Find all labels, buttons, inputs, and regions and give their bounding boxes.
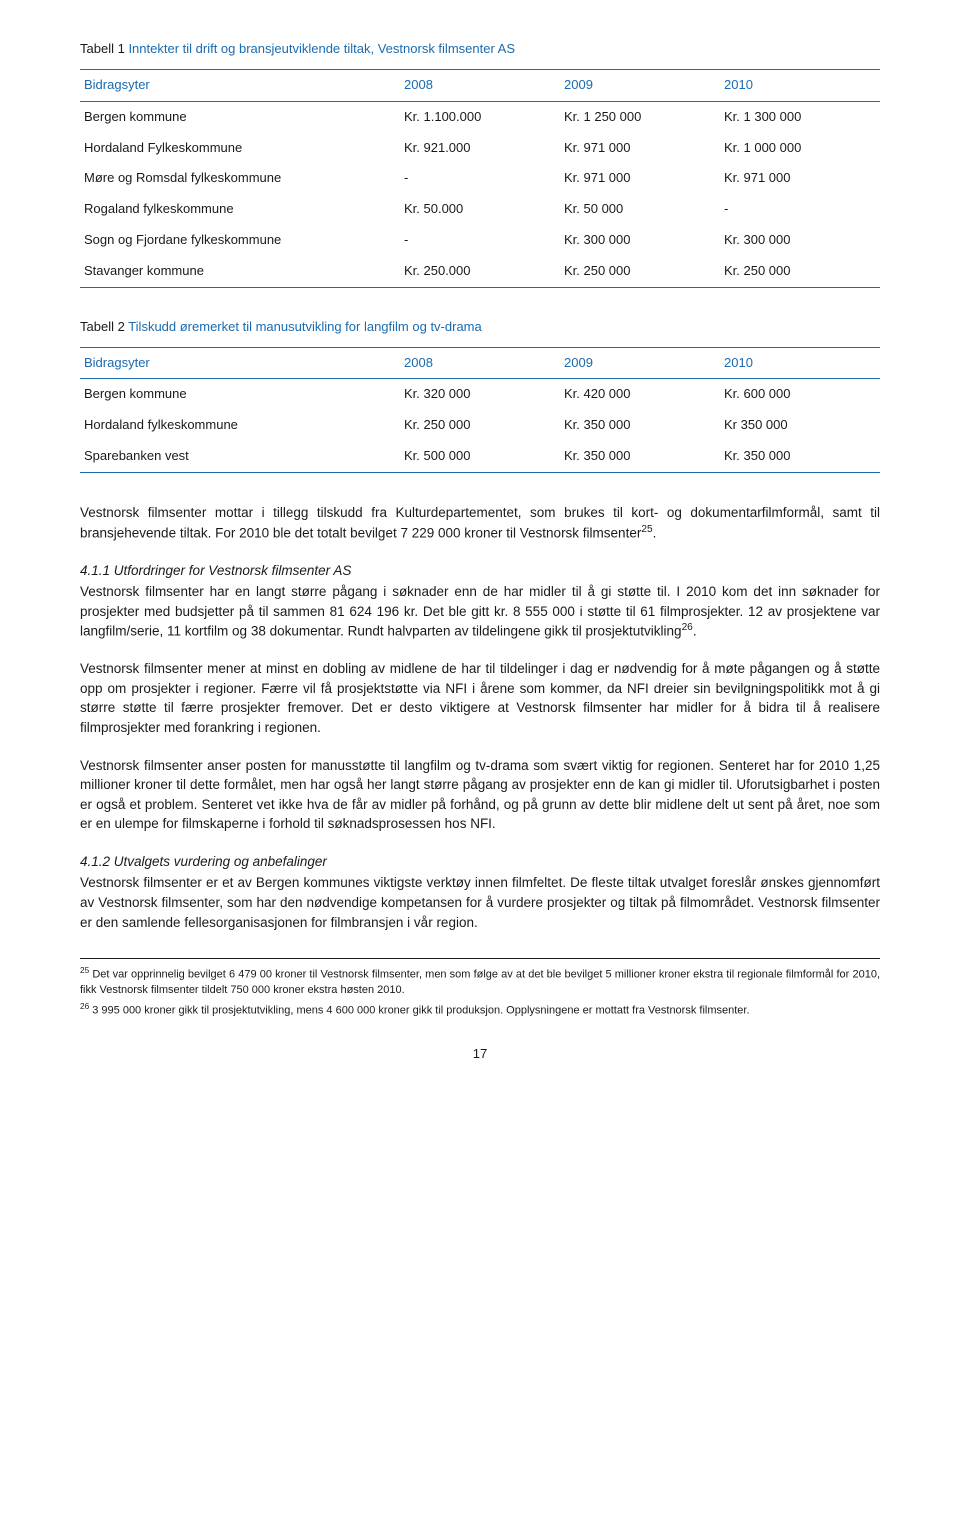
table-cell: Kr. 971 000	[560, 163, 720, 194]
table-cell: Kr. 300 000	[560, 225, 720, 256]
table-cell: Sogn og Fjordane fylkeskommune	[80, 225, 400, 256]
paragraph-text: .	[693, 624, 697, 639]
table-row: Bergen kommuneKr. 1.100.000Kr. 1 250 000…	[80, 101, 880, 132]
table-cell: Kr. 500 000	[400, 441, 560, 472]
table1-title-prefix: Tabell 1	[80, 41, 125, 56]
table-row: Rogaland fylkeskommuneKr. 50.000Kr. 50 0…	[80, 194, 880, 225]
table1-header: 2008	[400, 69, 560, 101]
footnote: 26 3 995 000 kroner gikk til prosjektutv…	[80, 1001, 880, 1019]
footnote: 25 Det var opprinnelig bevilget 6 479 00…	[80, 965, 880, 997]
table-row: Bergen kommuneKr. 320 000Kr. 420 000Kr. …	[80, 379, 880, 410]
table2-header: 2008	[400, 347, 560, 379]
table1-body: Bergen kommuneKr. 1.100.000Kr. 1 250 000…	[80, 101, 880, 287]
table-cell: Bergen kommune	[80, 101, 400, 132]
footnote-text: Det var opprinnelig bevilget 6 479 00 kr…	[80, 969, 880, 996]
paragraph: Vestnorsk filmsenter mottar i tillegg ti…	[80, 503, 880, 543]
table-cell: Kr. 250 000	[400, 410, 560, 441]
table-cell: Kr. 250 000	[720, 256, 880, 287]
table-cell: Kr. 971 000	[720, 163, 880, 194]
footnote-ref: 25	[641, 524, 652, 535]
table-cell: Kr. 50.000	[400, 194, 560, 225]
table2: Bidragsyter 2008 2009 2010 Bergen kommun…	[80, 347, 880, 473]
table-cell: Hordaland Fylkeskommune	[80, 133, 400, 164]
subsection-heading: 4.1.2 Utvalgets vurdering og anbefalinge…	[80, 852, 880, 872]
table-cell: Kr. 971 000	[560, 133, 720, 164]
table-row: Hordaland fylkeskommuneKr. 250 000Kr. 35…	[80, 410, 880, 441]
paragraph: Vestnorsk filmsenter anser posten for ma…	[80, 756, 880, 834]
table-row: Stavanger kommuneKr. 250.000Kr. 250 000K…	[80, 256, 880, 287]
paragraph-text: .	[653, 525, 657, 540]
table-cell: -	[720, 194, 880, 225]
footnotes: 25 Det var opprinnelig bevilget 6 479 00…	[80, 958, 880, 1019]
table-cell: Kr. 420 000	[560, 379, 720, 410]
table1: Bidragsyter 2008 2009 2010 Bergen kommun…	[80, 69, 880, 288]
table-row: Møre og Romsdal fylkeskommune-Kr. 971 00…	[80, 163, 880, 194]
subsection-heading: 4.1.1 Utfordringer for Vestnorsk filmsen…	[80, 561, 880, 581]
table-cell: Kr. 50 000	[560, 194, 720, 225]
page-number: 17	[80, 1045, 880, 1064]
table-row: Sogn og Fjordane fylkeskommune-Kr. 300 0…	[80, 225, 880, 256]
table-cell: Rogaland fylkeskommune	[80, 194, 400, 225]
paragraph-text: Vestnorsk filmsenter har en langt større…	[80, 584, 880, 639]
table-cell: Kr. 350 000	[560, 441, 720, 472]
table2-title-prefix: Tabell 2	[80, 319, 125, 334]
table-cell: Kr. 921.000	[400, 133, 560, 164]
table1-header: 2010	[720, 69, 880, 101]
table-cell: Kr. 250 000	[560, 256, 720, 287]
table-row: Sparebanken vestKr. 500 000Kr. 350 000Kr…	[80, 441, 880, 472]
paragraph: Vestnorsk filmsenter er et av Bergen kom…	[80, 873, 880, 932]
table-cell: Stavanger kommune	[80, 256, 400, 287]
table-cell: Bergen kommune	[80, 379, 400, 410]
table-cell: Kr. 350 000	[720, 441, 880, 472]
footnote-number: 25	[80, 966, 89, 975]
paragraph: Vestnorsk filmsenter mener at minst en d…	[80, 659, 880, 737]
table-cell: Kr. 600 000	[720, 379, 880, 410]
table-cell: Kr. 1 000 000	[720, 133, 880, 164]
footnote-number: 26	[80, 1002, 89, 1011]
table-row: Hordaland FylkeskommuneKr. 921.000Kr. 97…	[80, 133, 880, 164]
table-cell: Kr 350 000	[720, 410, 880, 441]
table-cell: Kr. 1.100.000	[400, 101, 560, 132]
table1-header: 2009	[560, 69, 720, 101]
table2-body: Bergen kommuneKr. 320 000Kr. 420 000Kr. …	[80, 379, 880, 473]
table1-header: Bidragsyter	[80, 69, 400, 101]
table-cell: Kr. 350 000	[560, 410, 720, 441]
table-cell: -	[400, 163, 560, 194]
table-cell: -	[400, 225, 560, 256]
table2-header: 2009	[560, 347, 720, 379]
table-cell: Kr. 1 250 000	[560, 101, 720, 132]
table2-header: Bidragsyter	[80, 347, 400, 379]
table1-title-rest: Inntekter til drift og bransjeutviklende…	[128, 41, 515, 56]
footnote-ref: 26	[682, 622, 693, 633]
paragraph-text: Vestnorsk filmsenter mottar i tillegg ti…	[80, 505, 880, 540]
table-cell: Kr. 300 000	[720, 225, 880, 256]
footnote-text: 3 995 000 kroner gikk til prosjektutvikl…	[89, 1005, 749, 1017]
table2-title-rest: Tilskudd øremerket til manusutvikling fo…	[128, 319, 482, 334]
paragraph: Vestnorsk filmsenter har en langt større…	[80, 582, 880, 641]
table-cell: Sparebanken vest	[80, 441, 400, 472]
table-cell: Hordaland fylkeskommune	[80, 410, 400, 441]
table-cell: Møre og Romsdal fylkeskommune	[80, 163, 400, 194]
table-cell: Kr. 1 300 000	[720, 101, 880, 132]
table-cell: Kr. 320 000	[400, 379, 560, 410]
table1-title: Tabell 1 Inntekter til drift og bransjeu…	[80, 40, 880, 59]
table2-header: 2010	[720, 347, 880, 379]
table2-title: Tabell 2 Tilskudd øremerket til manusutv…	[80, 318, 880, 337]
table-cell: Kr. 250.000	[400, 256, 560, 287]
